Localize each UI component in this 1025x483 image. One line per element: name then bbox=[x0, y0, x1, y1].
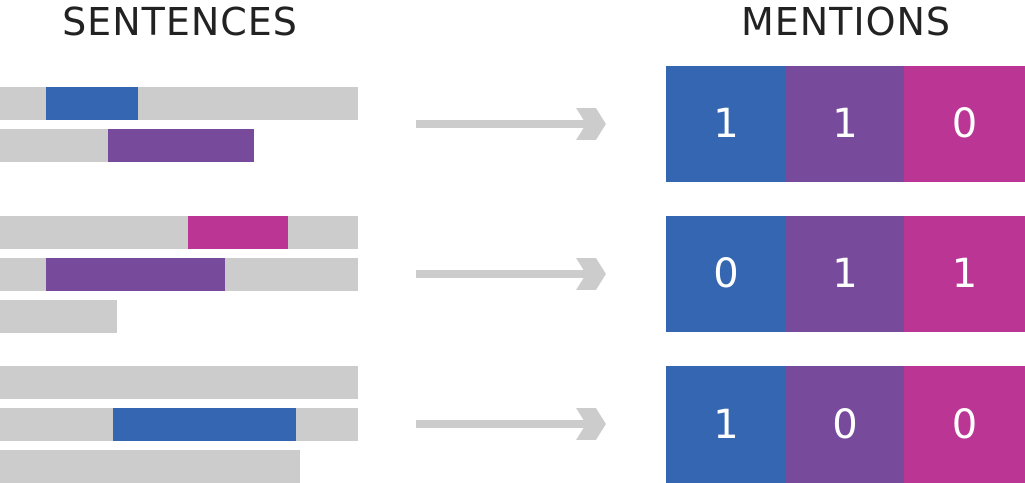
sentence-bar bbox=[0, 87, 358, 120]
sentence-bar bbox=[0, 450, 300, 483]
sentence-bar bbox=[0, 258, 358, 291]
right-arrow-icon bbox=[416, 408, 606, 440]
mention-cell-magenta: 0 bbox=[904, 366, 1025, 483]
right-arrow-icon bbox=[416, 258, 606, 290]
sentence-bar bbox=[0, 408, 358, 441]
mention-cell-purple: 1 bbox=[786, 66, 904, 182]
mentions-heading: MENTIONS bbox=[740, 0, 952, 44]
mention-highlight-blue bbox=[46, 87, 138, 120]
mention-highlight-magenta bbox=[188, 216, 288, 249]
mention-cell-blue: 1 bbox=[666, 66, 786, 182]
right-arrow-icon bbox=[416, 108, 606, 140]
mention-cell-magenta: 0 bbox=[904, 66, 1025, 182]
mention-highlight-purple bbox=[108, 129, 254, 162]
mention-highlight-blue bbox=[113, 408, 296, 441]
sentences-heading: SENTENCES bbox=[62, 0, 298, 44]
mention-cell-magenta: 1 bbox=[904, 216, 1025, 332]
mention-cell-blue: 1 bbox=[666, 366, 786, 483]
sentence-bar bbox=[0, 366, 358, 399]
sentence-bar bbox=[0, 129, 254, 162]
mention-cell-purple: 1 bbox=[786, 216, 904, 332]
mention-cell-blue: 0 bbox=[666, 216, 786, 332]
mention-cell-purple: 0 bbox=[786, 366, 904, 483]
sentence-bar bbox=[0, 216, 358, 249]
sentence-bar bbox=[0, 300, 117, 333]
mention-highlight-purple bbox=[46, 258, 225, 291]
